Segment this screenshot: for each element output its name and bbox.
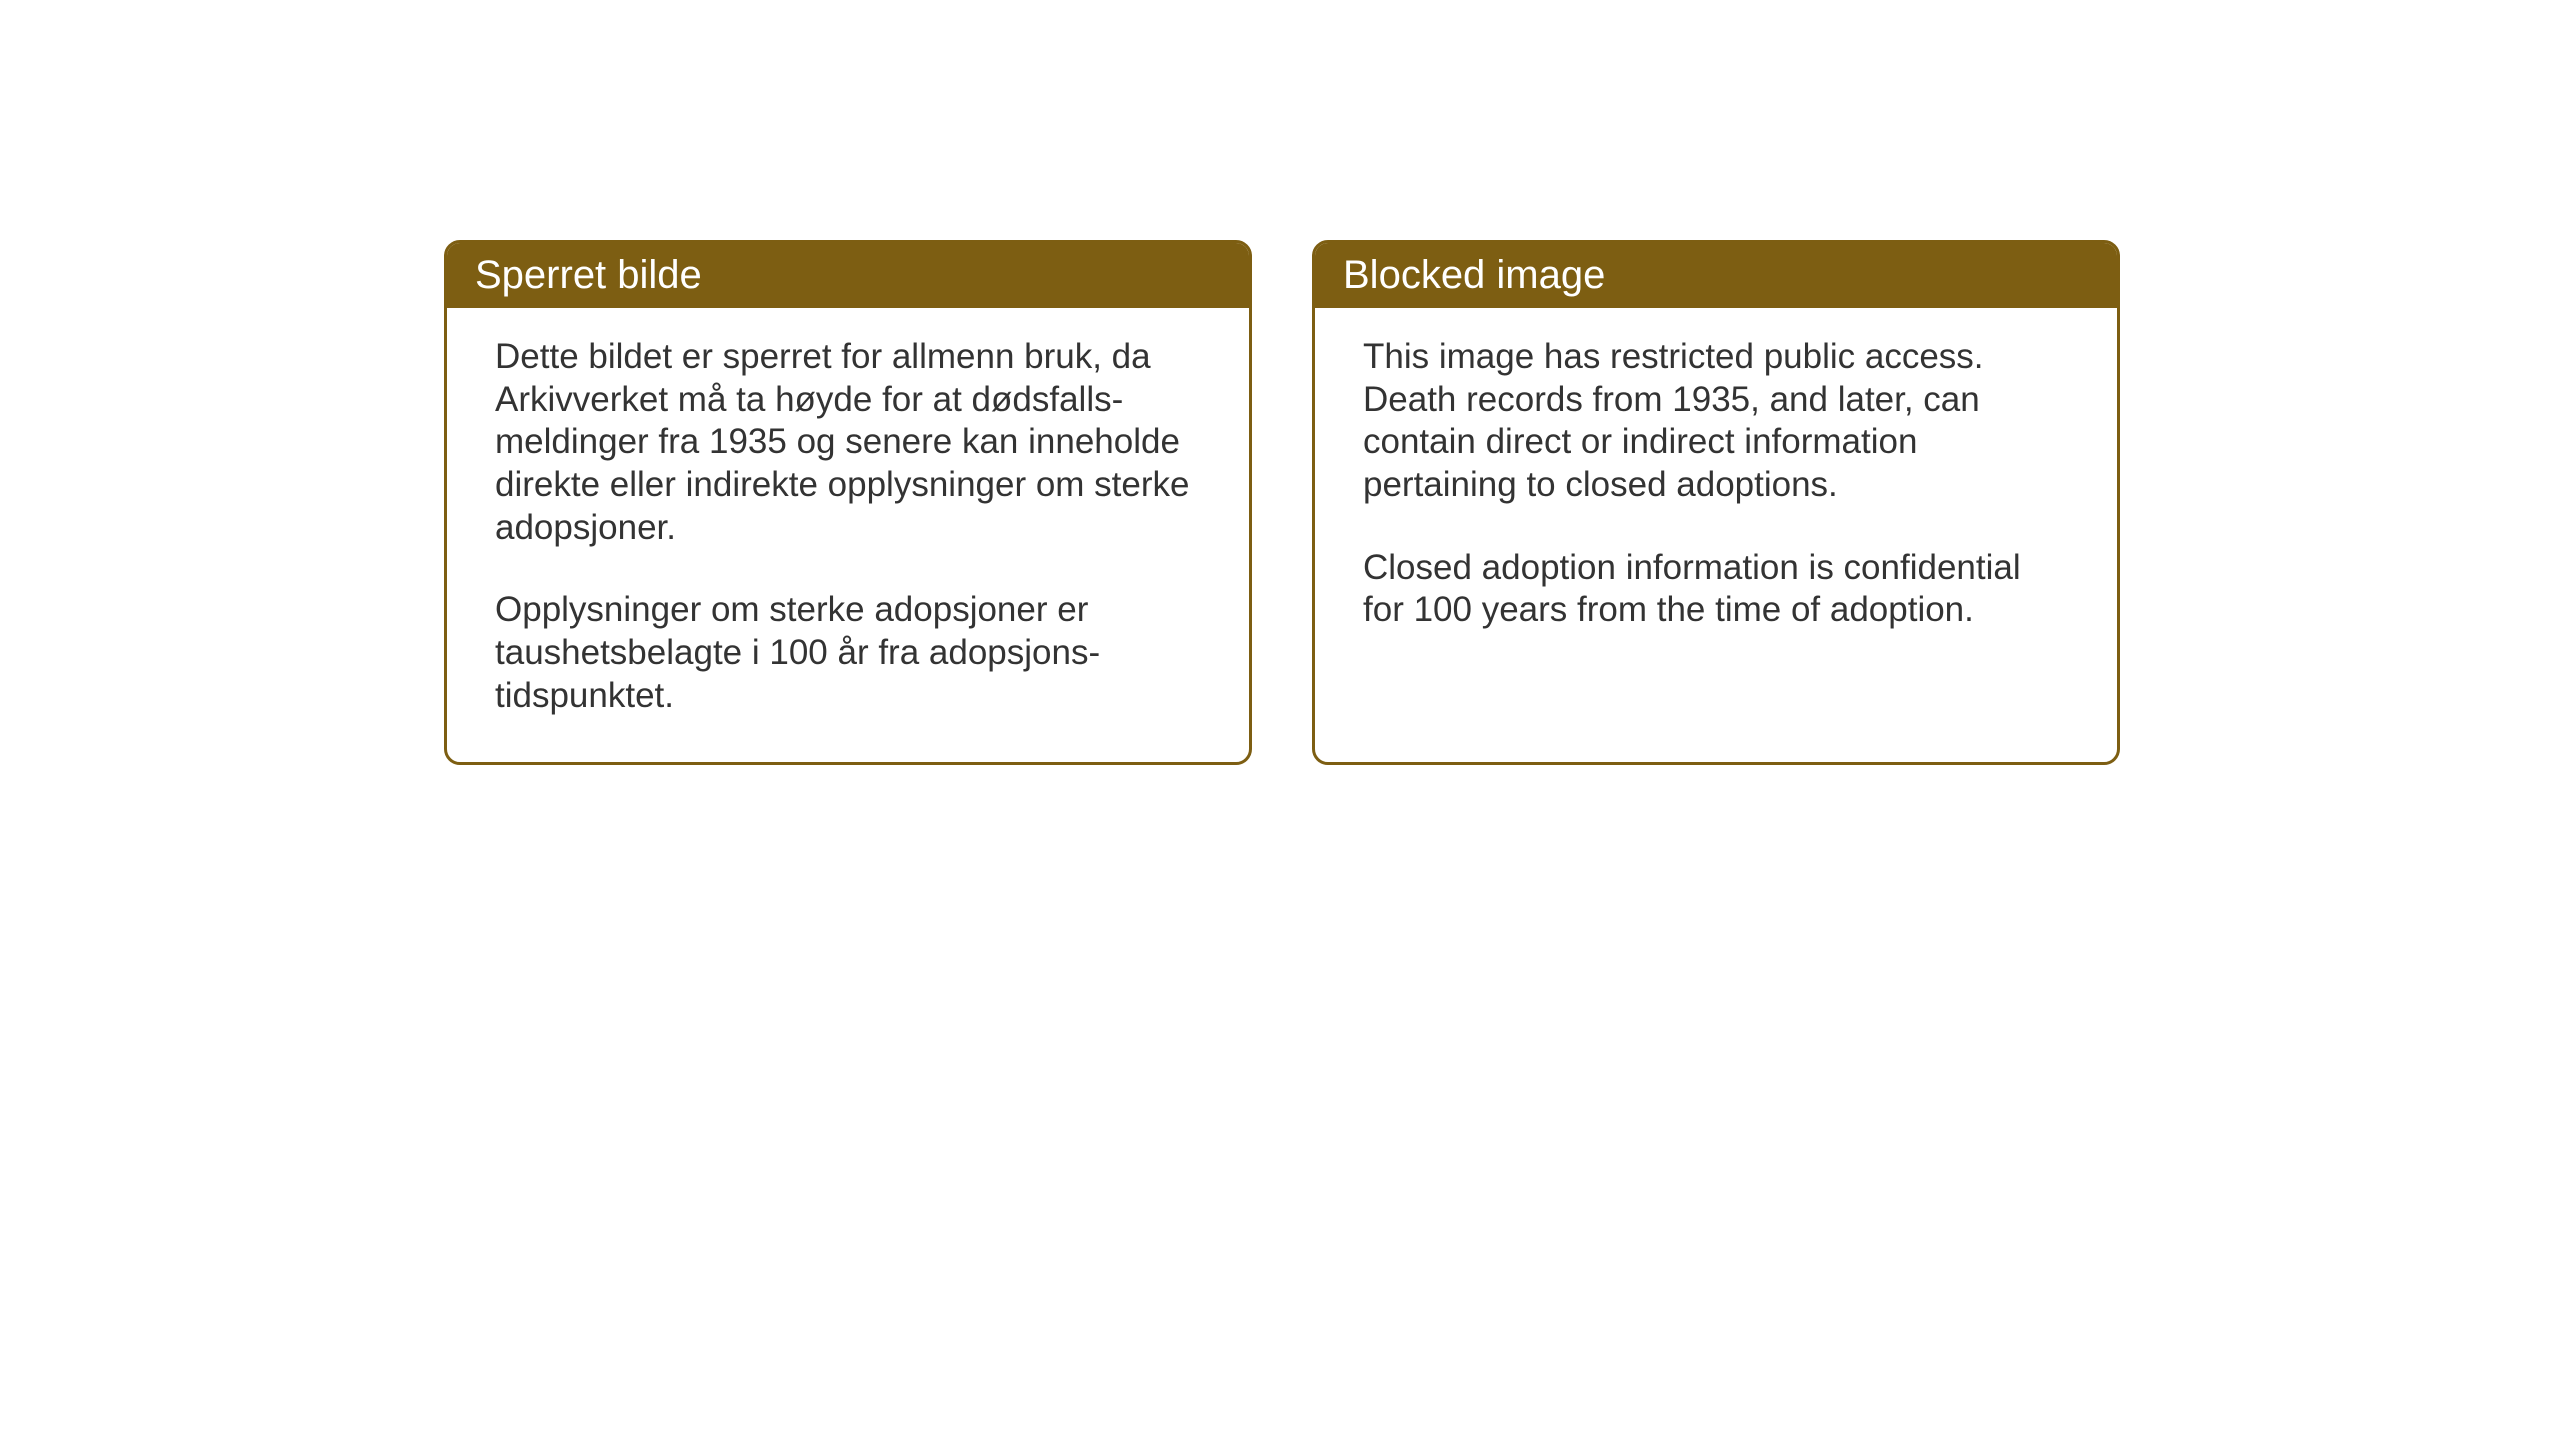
card-paragraph-english-2: Closed adoption information is confident… [1363,547,2069,632]
card-body-english: This image has restricted public access.… [1315,308,2117,738]
notice-card-norwegian: Sperret bilde Dette bildet er sperret fo… [444,240,1252,765]
notice-cards-container: Sperret bilde Dette bildet er sperret fo… [444,240,2120,765]
card-header-english: Blocked image [1315,243,2117,308]
card-title-english: Blocked image [1343,253,1605,297]
card-paragraph-norwegian-2: Opplysninger om sterke adopsjoner er tau… [495,589,1201,717]
notice-card-english: Blocked image This image has restricted … [1312,240,2120,765]
card-paragraph-english-1: This image has restricted public access.… [1363,336,2069,507]
card-body-norwegian: Dette bildet er sperret for allmenn bruk… [447,308,1249,762]
card-header-norwegian: Sperret bilde [447,243,1249,308]
card-paragraph-norwegian-1: Dette bildet er sperret for allmenn bruk… [495,336,1201,549]
card-title-norwegian: Sperret bilde [475,253,702,297]
